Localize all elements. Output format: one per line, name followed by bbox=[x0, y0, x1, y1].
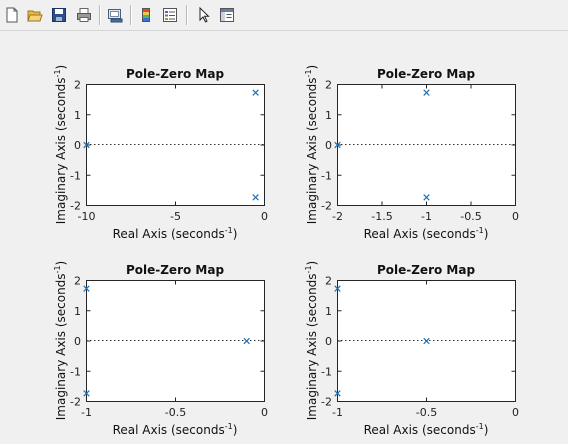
pole-marker[interactable] bbox=[423, 337, 430, 345]
y-axis-label: Imaginary Axis (seconds-1) bbox=[304, 261, 319, 420]
y-tick-label: -2 bbox=[70, 200, 81, 213]
printer-icon bbox=[77, 8, 91, 22]
plot-title: Pole-Zero Map bbox=[126, 263, 224, 277]
pole-marker[interactable] bbox=[83, 141, 90, 149]
open-folder-icon bbox=[27, 10, 43, 22]
pole-marker[interactable] bbox=[83, 390, 90, 397]
y-axis-label: Imaginary Axis (seconds-1) bbox=[53, 261, 68, 420]
pole-marker[interactable] bbox=[252, 89, 259, 96]
y-tick-label: 2 bbox=[325, 275, 332, 288]
x-axis-label: Real Axis (seconds-1) bbox=[113, 422, 238, 437]
y-tick-label: -2 bbox=[321, 396, 332, 409]
save-figure-button[interactable] bbox=[48, 4, 70, 26]
x-tick-label: 0 bbox=[512, 210, 519, 223]
y-tick-label: 0 bbox=[74, 335, 81, 348]
property-inspector-button[interactable] bbox=[216, 4, 238, 26]
y-tick-label: 2 bbox=[74, 275, 81, 288]
plot-title: Pole-Zero Map bbox=[126, 67, 224, 81]
y-tick-label: -1 bbox=[70, 365, 81, 378]
y-tick-label: 0 bbox=[325, 139, 332, 152]
y-tick-label: 0 bbox=[74, 139, 81, 152]
x-tick-label: -1 bbox=[332, 406, 343, 419]
y-tick-label: 2 bbox=[325, 79, 332, 92]
x-tick-label: 0 bbox=[261, 406, 268, 419]
colorbar-icon bbox=[142, 8, 150, 22]
pole-zero-plot-2: -2 -1.5 -1 -0.5 0 -2 -1 0 1 2 Pole-Zero Map Real Ax… bbox=[304, 65, 519, 241]
insert-colorbar-button[interactable] bbox=[135, 4, 157, 26]
pole-marker[interactable] bbox=[83, 285, 90, 292]
x-axis-label: Real Axis (seconds-1) bbox=[364, 226, 489, 241]
y-tick-label: 1 bbox=[325, 305, 332, 318]
pole-marker[interactable] bbox=[243, 337, 250, 345]
y-tick-label: -2 bbox=[321, 200, 332, 213]
x-tick-label: -1.5 bbox=[371, 210, 392, 223]
pole-marker[interactable] bbox=[334, 141, 341, 149]
save-disk-icon bbox=[52, 8, 66, 22]
link-plot-icon bbox=[108, 9, 123, 23]
pole-marker[interactable] bbox=[334, 285, 341, 292]
y-tick-label: 0 bbox=[325, 335, 332, 348]
new-figure-icon bbox=[6, 7, 18, 23]
plot-title: Pole-Zero Map bbox=[377, 67, 475, 81]
insert-legend-button[interactable] bbox=[159, 4, 181, 26]
y-tick-label: -1 bbox=[70, 169, 81, 182]
x-axis-label: Real Axis (seconds-1) bbox=[113, 226, 238, 241]
y-tick-label: 1 bbox=[325, 109, 332, 122]
y-axis-label: Imaginary Axis (seconds-1) bbox=[53, 65, 68, 224]
x-tick-label: -10 bbox=[78, 210, 96, 223]
y-tick-label: 1 bbox=[74, 109, 81, 122]
plot-title: Pole-Zero Map bbox=[377, 263, 475, 277]
y-axis-label: Imaginary Axis (seconds-1) bbox=[304, 65, 319, 224]
x-tick-label: 0 bbox=[261, 210, 268, 223]
x-tick-label: -0.5 bbox=[165, 406, 186, 419]
y-tick-label: -1 bbox=[321, 365, 332, 378]
pole-marker[interactable] bbox=[334, 390, 341, 397]
legend-icon bbox=[163, 8, 177, 22]
plot-tools-icon bbox=[220, 8, 234, 22]
toolbar-separator bbox=[186, 5, 187, 25]
x-tick-label: -0.5 bbox=[416, 406, 437, 419]
pointer-arrow-icon bbox=[199, 7, 210, 23]
x-tick-label: -1 bbox=[81, 406, 92, 419]
edit-plot-button[interactable] bbox=[193, 4, 215, 26]
new-figure-button[interactable] bbox=[1, 4, 23, 26]
link-plot-button[interactable] bbox=[104, 4, 126, 26]
x-tick-label: 0 bbox=[512, 406, 519, 419]
x-axis-label: Real Axis (seconds-1) bbox=[364, 422, 489, 437]
x-tick-label: -0.5 bbox=[460, 210, 481, 223]
y-tick-label: -1 bbox=[321, 169, 332, 182]
open-file-button[interactable] bbox=[24, 4, 46, 26]
y-tick-label: -2 bbox=[70, 396, 81, 409]
toolbar-separator bbox=[99, 5, 100, 25]
pole-marker[interactable] bbox=[252, 194, 259, 201]
print-figure-button[interactable] bbox=[73, 4, 95, 26]
x-tick-label: -1 bbox=[421, 210, 432, 223]
pole-marker[interactable] bbox=[423, 194, 430, 201]
figure-toolbar bbox=[0, 0, 568, 31]
y-tick-label: 1 bbox=[74, 305, 81, 318]
toolbar-separator bbox=[130, 5, 131, 25]
x-tick-label: -2 bbox=[332, 210, 343, 223]
y-tick-label: 2 bbox=[74, 79, 81, 92]
x-tick-label: -5 bbox=[170, 210, 181, 223]
pole-marker[interactable] bbox=[423, 89, 430, 96]
